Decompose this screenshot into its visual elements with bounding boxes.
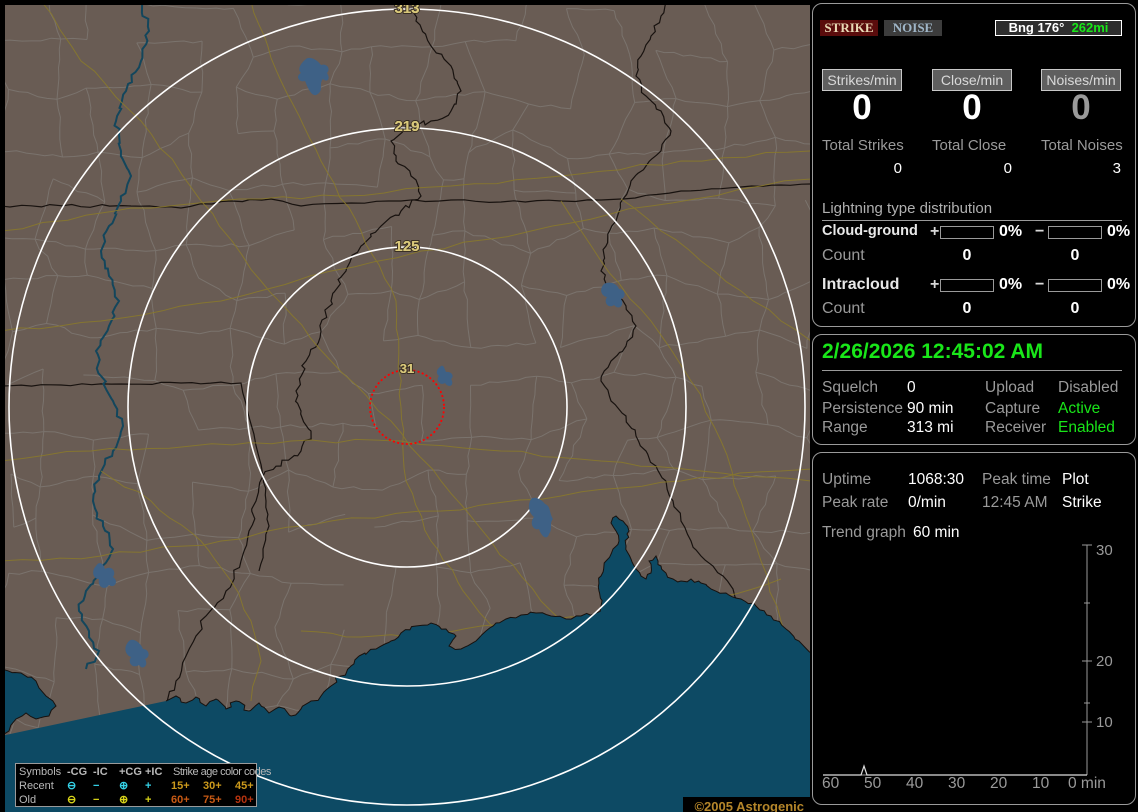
svg-text:30: 30 <box>1096 542 1113 559</box>
svg-text:10: 10 <box>1096 714 1113 731</box>
svg-text:125: 125 <box>394 238 419 255</box>
svg-text:219: 219 <box>394 118 419 135</box>
svg-text:31: 31 <box>400 361 414 376</box>
svg-text:20: 20 <box>1096 653 1113 670</box>
svg-text:313: 313 <box>394 5 419 17</box>
